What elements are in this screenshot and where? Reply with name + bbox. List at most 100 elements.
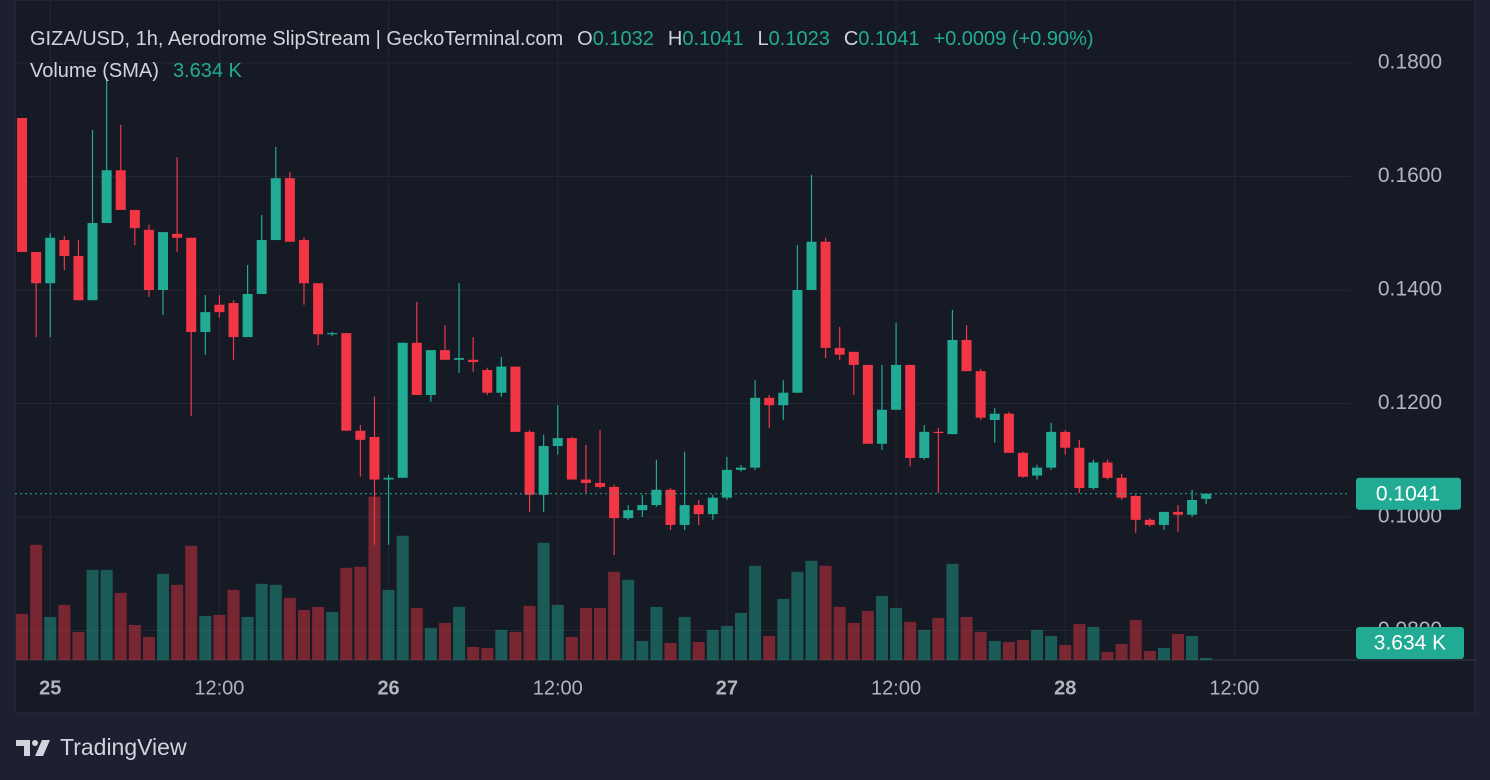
volume-bar	[1073, 623, 1086, 660]
chart-frame	[14, 0, 1476, 714]
volume-bar	[128, 624, 141, 660]
volume-bar	[1087, 626, 1100, 660]
volume-bar	[904, 621, 917, 660]
volume-bar	[171, 584, 184, 660]
brand: TradingView	[16, 734, 187, 761]
candle-body	[707, 497, 718, 515]
symbol-title: GIZA/USD, 1h, Aerodrome SlipStream | Gec…	[30, 28, 564, 50]
candle-body	[510, 366, 521, 432]
volume-bar	[890, 607, 903, 660]
candle-body	[778, 392, 789, 406]
candle-body	[919, 431, 930, 458]
candle-body	[327, 333, 338, 335]
volume-bar	[608, 571, 621, 660]
volume-bar	[551, 604, 564, 660]
volume-bar	[396, 535, 409, 660]
candle-body	[721, 469, 732, 498]
candle-body	[1144, 519, 1155, 525]
volume-bar	[453, 606, 466, 660]
volume-bar	[622, 579, 635, 660]
candle-body	[1130, 495, 1141, 520]
candle-body	[45, 237, 56, 284]
volume-bar	[185, 545, 198, 660]
candle-body	[1046, 431, 1057, 468]
candle-body	[524, 431, 535, 495]
candle-body	[1173, 511, 1184, 515]
volume-bar	[382, 589, 395, 660]
candle-body	[975, 371, 986, 418]
volume-bar	[326, 611, 339, 660]
axes: 0.18000.16000.14000.12000.10000.08002512…	[15, 51, 1464, 699]
last-price-label: 0.1041	[1376, 482, 1440, 505]
candle-body	[933, 431, 944, 434]
volume-bar	[664, 642, 677, 660]
y-tick-label: 0.1000	[1378, 505, 1442, 528]
candle-body	[1017, 452, 1028, 477]
volume-bar	[241, 616, 254, 660]
volume-bar	[875, 595, 888, 660]
candle-body	[270, 178, 281, 241]
candle-body	[566, 438, 577, 480]
volume-bar	[1002, 641, 1015, 660]
volume-bar	[932, 617, 945, 660]
candle-body	[158, 232, 169, 290]
candle-body	[595, 482, 606, 487]
ohlc-key: O	[577, 28, 593, 50]
change: +0.0009 (+0.90%)	[933, 28, 1094, 50]
volume-bar	[537, 542, 550, 660]
volume-bar	[579, 607, 592, 660]
y-tick-label: 0.1200	[1378, 391, 1442, 414]
volume-bar	[1157, 647, 1170, 660]
volume-bar	[819, 565, 832, 660]
ohlc-value: 0.1032	[592, 28, 654, 50]
volume-bar	[946, 563, 959, 660]
volume-bar	[312, 606, 325, 660]
volume-bar	[1172, 633, 1185, 660]
volume-bar	[509, 631, 522, 660]
volume-bar	[467, 646, 480, 660]
candle-body	[679, 505, 690, 525]
volume-bar	[424, 627, 437, 660]
ohlc-value: 0.1041	[682, 28, 744, 50]
candle-body	[1102, 462, 1113, 478]
candle-body	[115, 170, 126, 210]
volume-bar	[227, 589, 240, 660]
volume-bar	[1016, 639, 1029, 660]
volume-bar	[833, 606, 846, 660]
candle-body	[552, 438, 563, 447]
volume-value: 3.634 K	[172, 60, 242, 82]
brand-name: TradingView	[60, 734, 187, 760]
ohlc-key: C	[843, 28, 859, 50]
legend: GIZA/USD, 1h, Aerodrome SlipStream | Gec…	[30, 28, 1094, 92]
volume-bar	[974, 631, 987, 660]
volume-bar	[735, 612, 748, 660]
volume-bar	[495, 629, 508, 660]
candle-body	[905, 364, 916, 458]
candle-body	[1201, 493, 1212, 499]
candle-body	[891, 364, 902, 410]
candle-body	[792, 289, 803, 393]
x-tick-label: 12:00	[1209, 677, 1259, 699]
volume-bar	[791, 571, 804, 660]
volume-bar	[847, 622, 860, 660]
candle-body	[186, 237, 197, 332]
candle-body	[214, 304, 225, 313]
candle-body	[665, 489, 676, 525]
volume-bar	[354, 566, 367, 660]
volume-bar	[678, 616, 691, 660]
x-tick-label: 28	[1054, 677, 1076, 699]
volume-bar	[918, 629, 931, 660]
volume-bar	[368, 496, 381, 660]
volume-bar	[44, 616, 57, 660]
candle-body	[961, 339, 972, 372]
ohlc-key: L	[757, 28, 769, 50]
candle-body	[1187, 499, 1198, 515]
candle-body	[101, 170, 112, 224]
ohlc-key: H	[667, 28, 683, 50]
candle-body	[834, 347, 845, 355]
volume-bar	[410, 607, 423, 660]
x-tick-label: 12:00	[871, 677, 921, 699]
x-tick-label: 12:00	[194, 677, 244, 699]
